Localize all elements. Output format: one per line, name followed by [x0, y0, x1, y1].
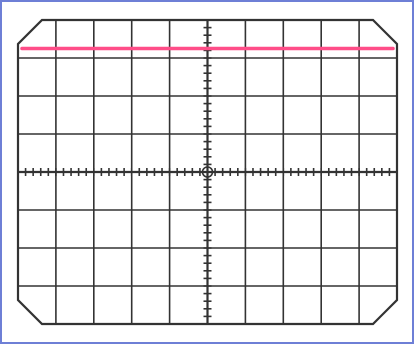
center-marker	[201, 166, 214, 178]
center-axis	[18, 20, 397, 324]
